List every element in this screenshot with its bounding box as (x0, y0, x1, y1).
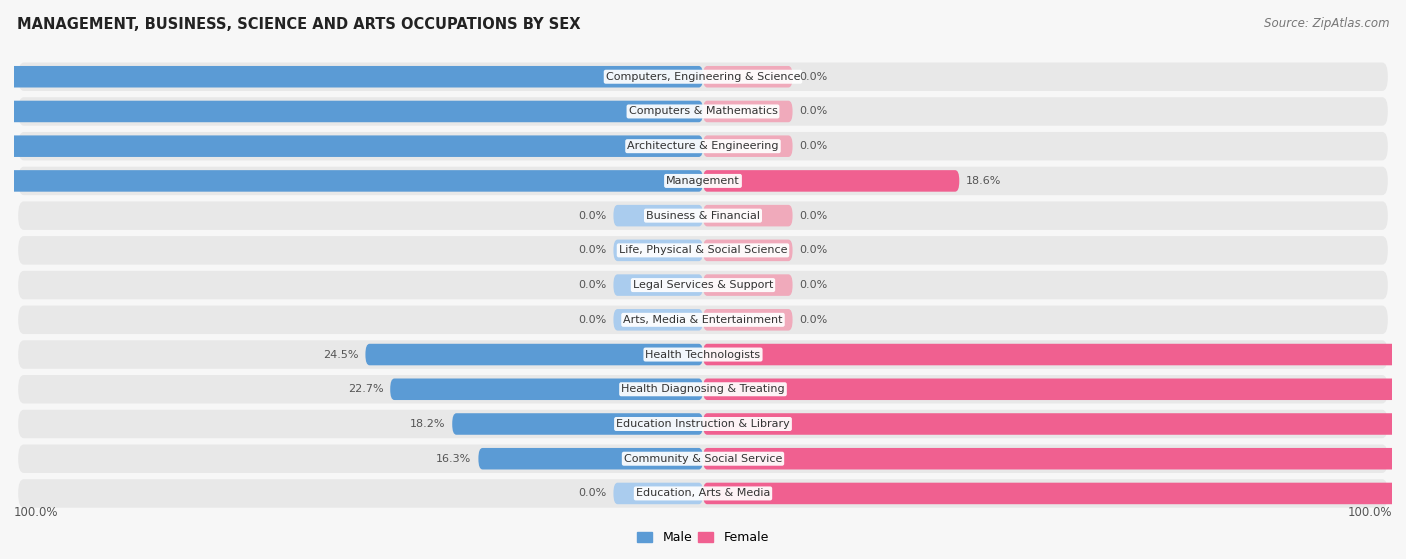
FancyBboxPatch shape (18, 306, 1388, 334)
Text: 0.0%: 0.0% (800, 280, 828, 290)
Text: 0.0%: 0.0% (578, 280, 606, 290)
Text: Community & Social Service: Community & Social Service (624, 454, 782, 464)
Text: Legal Services & Support: Legal Services & Support (633, 280, 773, 290)
FancyBboxPatch shape (478, 448, 703, 470)
FancyBboxPatch shape (18, 97, 1388, 126)
FancyBboxPatch shape (703, 66, 793, 88)
FancyBboxPatch shape (703, 448, 1406, 470)
Text: Computers, Engineering & Science: Computers, Engineering & Science (606, 72, 800, 82)
FancyBboxPatch shape (0, 66, 703, 88)
FancyBboxPatch shape (366, 344, 703, 366)
FancyBboxPatch shape (703, 482, 1406, 504)
FancyBboxPatch shape (18, 410, 1388, 438)
FancyBboxPatch shape (703, 205, 793, 226)
Text: 0.0%: 0.0% (578, 489, 606, 499)
FancyBboxPatch shape (18, 340, 1388, 369)
Text: 100.0%: 100.0% (1347, 506, 1392, 519)
FancyBboxPatch shape (18, 375, 1388, 404)
Text: Health Diagnosing & Treating: Health Diagnosing & Treating (621, 384, 785, 394)
FancyBboxPatch shape (613, 240, 703, 261)
FancyBboxPatch shape (703, 240, 793, 261)
FancyBboxPatch shape (613, 482, 703, 504)
FancyBboxPatch shape (453, 413, 703, 435)
FancyBboxPatch shape (703, 274, 793, 296)
Text: 0.0%: 0.0% (800, 315, 828, 325)
Text: 22.7%: 22.7% (347, 384, 384, 394)
Text: MANAGEMENT, BUSINESS, SCIENCE AND ARTS OCCUPATIONS BY SEX: MANAGEMENT, BUSINESS, SCIENCE AND ARTS O… (17, 17, 581, 32)
Text: 0.0%: 0.0% (578, 315, 606, 325)
Text: 18.2%: 18.2% (409, 419, 446, 429)
FancyBboxPatch shape (703, 135, 793, 157)
FancyBboxPatch shape (391, 378, 703, 400)
Text: Computers & Mathematics: Computers & Mathematics (628, 106, 778, 116)
FancyBboxPatch shape (0, 135, 703, 157)
Text: Architecture & Engineering: Architecture & Engineering (627, 141, 779, 151)
Text: 100.0%: 100.0% (14, 506, 59, 519)
Text: 18.6%: 18.6% (966, 176, 1001, 186)
FancyBboxPatch shape (703, 344, 1406, 366)
Text: 24.5%: 24.5% (323, 349, 359, 359)
FancyBboxPatch shape (18, 201, 1388, 230)
Text: 0.0%: 0.0% (800, 245, 828, 255)
FancyBboxPatch shape (703, 378, 1406, 400)
FancyBboxPatch shape (18, 63, 1388, 91)
FancyBboxPatch shape (18, 236, 1388, 264)
Text: Management: Management (666, 176, 740, 186)
FancyBboxPatch shape (18, 271, 1388, 299)
FancyBboxPatch shape (18, 132, 1388, 160)
Text: 0.0%: 0.0% (578, 245, 606, 255)
Text: Business & Financial: Business & Financial (645, 211, 761, 221)
Legend: Male, Female: Male, Female (633, 526, 773, 549)
Text: Source: ZipAtlas.com: Source: ZipAtlas.com (1264, 17, 1389, 30)
Text: 0.0%: 0.0% (578, 211, 606, 221)
Text: 0.0%: 0.0% (800, 141, 828, 151)
Text: 0.0%: 0.0% (800, 72, 828, 82)
Text: 16.3%: 16.3% (436, 454, 471, 464)
FancyBboxPatch shape (613, 309, 703, 330)
FancyBboxPatch shape (613, 274, 703, 296)
Text: Health Technologists: Health Technologists (645, 349, 761, 359)
FancyBboxPatch shape (703, 413, 1406, 435)
FancyBboxPatch shape (703, 101, 793, 122)
FancyBboxPatch shape (0, 170, 703, 192)
FancyBboxPatch shape (0, 101, 703, 122)
FancyBboxPatch shape (18, 479, 1388, 508)
FancyBboxPatch shape (613, 205, 703, 226)
FancyBboxPatch shape (18, 444, 1388, 473)
FancyBboxPatch shape (703, 309, 793, 330)
Text: Life, Physical & Social Science: Life, Physical & Social Science (619, 245, 787, 255)
Text: 0.0%: 0.0% (800, 211, 828, 221)
Text: Education, Arts & Media: Education, Arts & Media (636, 489, 770, 499)
Text: Education Instruction & Library: Education Instruction & Library (616, 419, 790, 429)
FancyBboxPatch shape (703, 170, 959, 192)
Text: Arts, Media & Entertainment: Arts, Media & Entertainment (623, 315, 783, 325)
Text: 0.0%: 0.0% (800, 106, 828, 116)
FancyBboxPatch shape (18, 167, 1388, 195)
